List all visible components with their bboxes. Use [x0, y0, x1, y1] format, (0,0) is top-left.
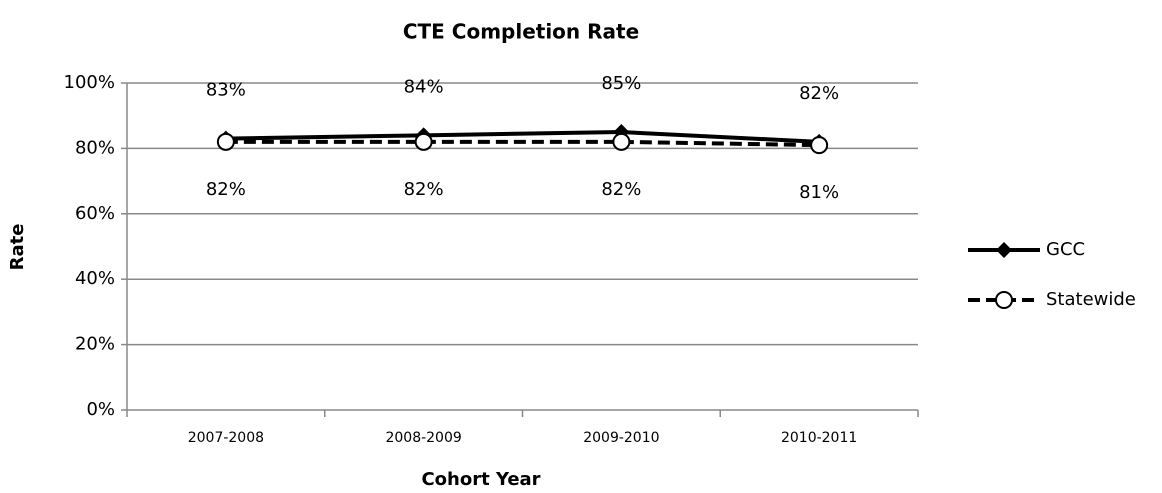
y-tick-label: 20% — [75, 334, 115, 355]
y-tick-label: 40% — [75, 268, 115, 289]
y-tick-label: 0% — [86, 399, 115, 420]
legend-marker — [996, 242, 1012, 258]
y-axis-title: Rate — [7, 224, 28, 271]
data-label: 82% — [601, 179, 641, 200]
data-label: 82% — [799, 83, 839, 104]
x-tick-label: 2008-2009 — [385, 430, 461, 446]
data-point — [414, 132, 433, 151]
data-point — [216, 132, 235, 151]
y-tick-label: 100% — [64, 72, 115, 93]
data-point — [810, 136, 829, 155]
x-tick-label: 2007-2008 — [188, 430, 264, 446]
chart-title: CTE Completion Rate — [403, 20, 639, 44]
y-tick-label: 80% — [75, 137, 115, 158]
data-label: 84% — [404, 76, 444, 97]
data-label: 81% — [799, 182, 839, 203]
legend-label: Statewide — [1046, 289, 1136, 310]
x-axis-title: Cohort Year — [421, 469, 540, 490]
data-label: 85% — [601, 73, 641, 94]
data-point — [612, 132, 631, 151]
series-line — [225, 130, 820, 144]
y-tick-label: 60% — [75, 203, 115, 224]
series-line — [225, 139, 820, 148]
data-label: 82% — [404, 179, 444, 200]
x-tick-label: 2010-2011 — [781, 430, 857, 446]
data-label: 82% — [206, 179, 246, 200]
x-tick-label: 2009-2010 — [583, 430, 659, 446]
legend-marker — [995, 291, 1013, 309]
legend-label: GCC — [1046, 239, 1085, 260]
data-label: 83% — [206, 80, 246, 101]
